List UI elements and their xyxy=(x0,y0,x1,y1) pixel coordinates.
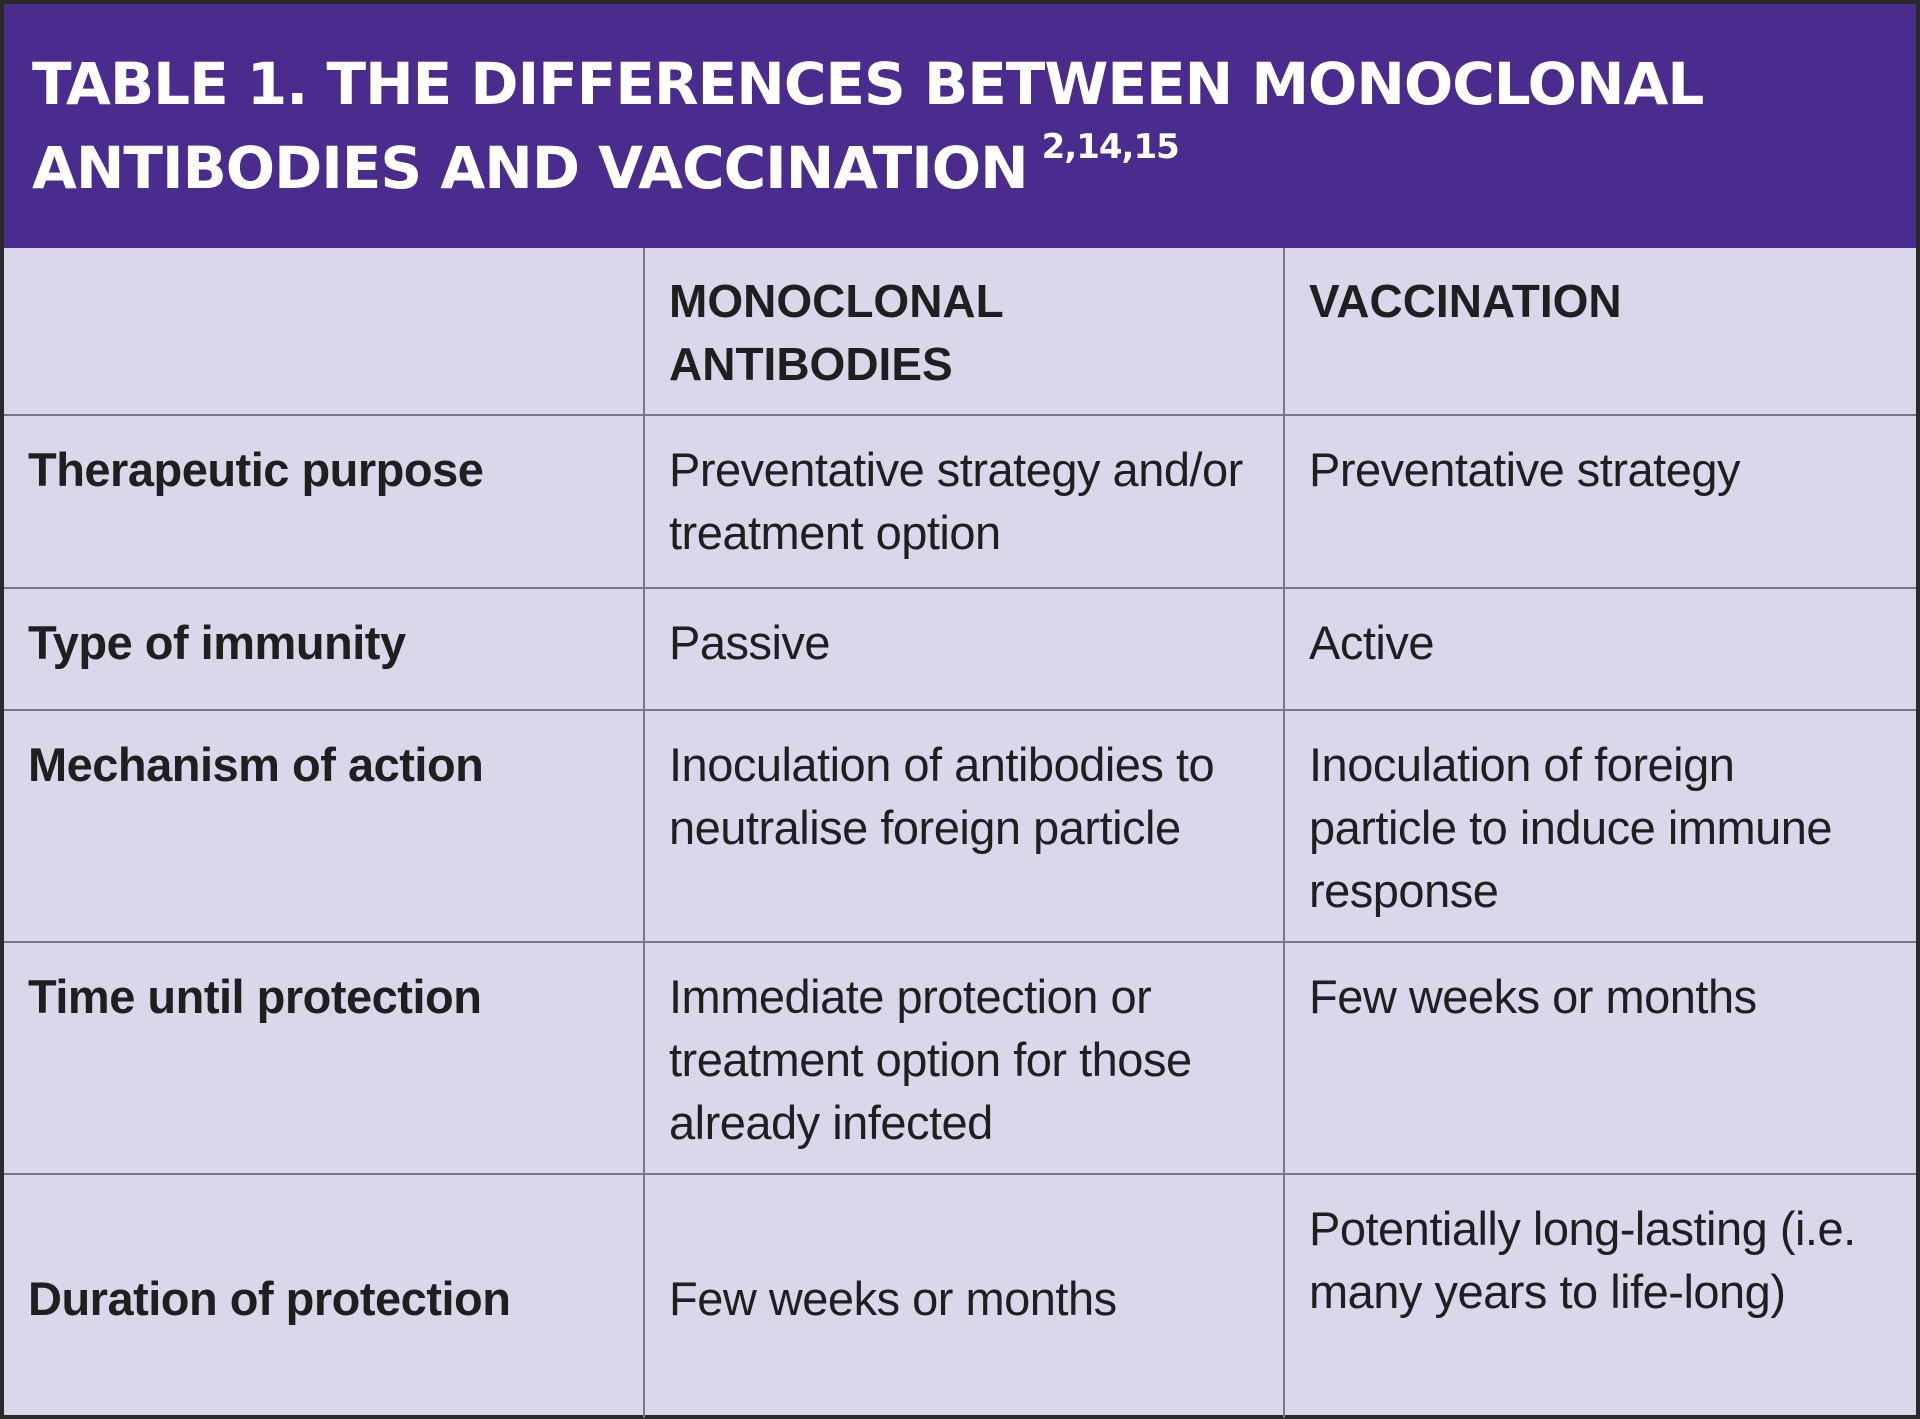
header-blank-cell xyxy=(4,248,645,416)
table-row: Duration of protection Few weeks or mont… xyxy=(4,1173,1916,1418)
table-row: Time until protection Immediate protecti… xyxy=(4,941,1916,1175)
cell-monoclonal: Few weeks or months xyxy=(643,1173,1285,1418)
row-label-duration-of-protection: Duration of protection xyxy=(4,1173,645,1418)
table-title-references: 2,14,15 xyxy=(1041,127,1180,167)
row-label-therapeutic-purpose: Therapeutic purpose xyxy=(4,414,645,589)
table-row: Therapeutic purpose Preventative strateg… xyxy=(4,414,1916,589)
table-title: TABLE 1. THE DIFFERENCES BETWEEN MONOCLO… xyxy=(4,4,1916,248)
cell-monoclonal: Preventative strategy and/or treatment o… xyxy=(643,414,1285,589)
table-row: Mechanism of action Inoculation of antib… xyxy=(4,709,1916,943)
cell-vaccination: Potentially long-lasting (i.e. many year… xyxy=(1283,1173,1916,1418)
table-title-line-2: ANTIBODIES AND VACCINATION 2,14,15 xyxy=(32,126,1888,210)
table-title-text-2: ANTIBODIES AND VACCINATION xyxy=(32,134,1029,202)
cell-vaccination: Active xyxy=(1283,587,1916,711)
header-vaccination: VACCINATION xyxy=(1283,248,1916,416)
table-row: Type of immunity Passive Active xyxy=(4,587,1916,711)
table-title-line-1: TABLE 1. THE DIFFERENCES BETWEEN MONOCLO… xyxy=(32,50,1704,118)
header-monoclonal-antibodies: MONOCLONAL ANTIBODIES xyxy=(643,248,1285,416)
cell-monoclonal: Passive xyxy=(643,587,1285,711)
cell-vaccination: Inoculation of foreign particle to induc… xyxy=(1283,709,1916,943)
cell-vaccination: Few weeks or months xyxy=(1283,941,1916,1175)
table-header-row: MONOCLONAL ANTIBODIES VACCINATION xyxy=(4,248,1916,416)
row-label-type-of-immunity: Type of immunity xyxy=(4,587,645,711)
row-label-time-until-protection: Time until protection xyxy=(4,941,645,1175)
cell-vaccination: Preventative strategy xyxy=(1283,414,1916,589)
row-label-mechanism-of-action: Mechanism of action xyxy=(4,709,645,943)
differences-table: MONOCLONAL ANTIBODIES VACCINATION Therap… xyxy=(4,248,1916,1418)
cell-monoclonal: Inoculation of antibodies to neutralise … xyxy=(643,709,1285,943)
cell-monoclonal: Immediate protection or treatment option… xyxy=(643,941,1285,1175)
